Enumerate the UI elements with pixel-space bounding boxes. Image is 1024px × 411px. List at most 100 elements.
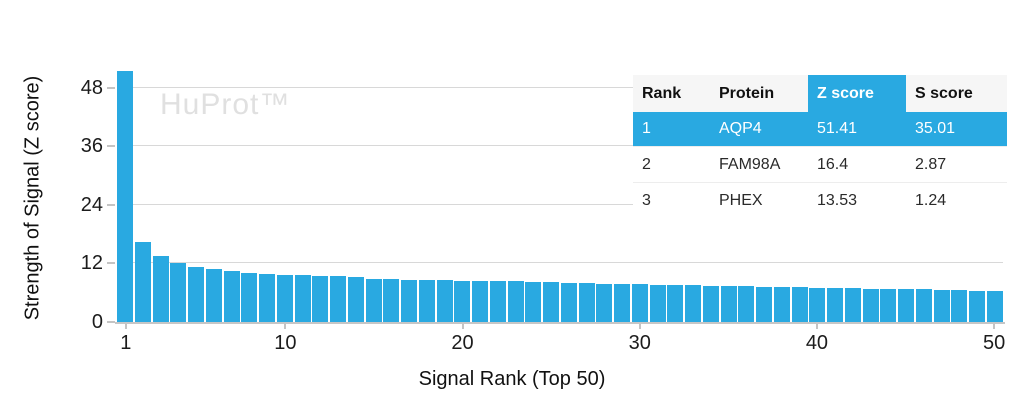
table-header-rank[interactable]: Rank xyxy=(642,85,682,102)
y-tick-mark-12 xyxy=(107,262,115,265)
y-tick-label-24: 24 xyxy=(80,193,103,216)
bar-rank-1 xyxy=(117,70,134,322)
bar-rank-31 xyxy=(649,284,666,322)
bar-rank-29 xyxy=(614,284,631,322)
bar-rank-23 xyxy=(507,281,524,322)
bar-rank-17 xyxy=(401,279,418,322)
y-tick-mark-0 xyxy=(107,321,115,323)
bar-rank-9 xyxy=(259,273,276,322)
bar-rank-16 xyxy=(383,279,400,322)
bar-rank-42 xyxy=(844,288,861,322)
bar-rank-7 xyxy=(223,270,240,322)
bar-rank-43 xyxy=(862,288,879,322)
table-row-rank-2[interactable]: 2 FAM98A 16.4 2.87 xyxy=(633,146,1007,182)
table-header-s-score[interactable]: S score xyxy=(915,85,973,102)
x-tick-label-30: 30 xyxy=(628,332,651,354)
table-header-protein[interactable]: Protein xyxy=(719,85,775,102)
cell-z-score: 51.41 xyxy=(817,120,858,137)
top-proteins-table: Rank Protein Z score S score 1 AQP4 51.41 35.01… xyxy=(633,75,1007,218)
x-axis-title: Signal Rank (Top 50) xyxy=(418,368,606,390)
bar-rank-8 xyxy=(241,272,258,322)
gridline-36 xyxy=(117,145,1003,147)
gridline-24 xyxy=(117,203,1003,205)
cell-s-score: 1.24 xyxy=(915,191,947,209)
bar-rank-5 xyxy=(188,267,205,322)
cell-z-score: 16.4 xyxy=(817,155,849,173)
x-tick-mark-30 xyxy=(638,324,641,329)
bar-rank-24 xyxy=(525,281,542,322)
bar-rank-33 xyxy=(685,285,702,322)
bar-rank-18 xyxy=(418,280,435,322)
bar-rank-45 xyxy=(898,289,915,322)
bar-rank-47 xyxy=(933,289,950,322)
x-tick-label-20: 20 xyxy=(451,332,474,354)
y-tick-mark-24 xyxy=(107,203,115,206)
bar-rank-41 xyxy=(827,288,844,322)
cell-protein: FAM98A xyxy=(719,155,781,173)
bar-rank-22 xyxy=(489,280,506,322)
x-tick-mark-10 xyxy=(284,324,287,329)
bar-rank-39 xyxy=(791,287,808,322)
x-tick-mark-20 xyxy=(461,324,464,329)
x-tick-label-40: 40 xyxy=(805,332,829,354)
x-tick-label-1: 1 xyxy=(120,332,132,354)
x-tick-mark-1 xyxy=(124,324,127,329)
cell-protein: AQP4 xyxy=(719,120,762,137)
bar-rank-40 xyxy=(809,287,826,322)
gridline-48 xyxy=(117,86,1003,88)
x-axis-line xyxy=(115,322,1005,324)
bar-rank-38 xyxy=(773,286,790,322)
bar-rank-32 xyxy=(667,285,684,322)
bar-series xyxy=(117,60,1003,322)
bar-rank-4 xyxy=(170,263,187,322)
bar-rank-30 xyxy=(631,284,648,322)
bar-rank-46 xyxy=(915,289,932,322)
bar-rank-10 xyxy=(276,274,293,322)
bar-rank-11 xyxy=(294,275,311,322)
gridline-12 xyxy=(117,262,1003,264)
cell-s-score: 35.01 xyxy=(915,120,956,137)
bar-rank-12 xyxy=(312,275,329,322)
x-tick-mark-40 xyxy=(815,324,818,329)
bar-rank-14 xyxy=(347,276,364,322)
y-tick-label-0: 0 xyxy=(91,311,103,333)
bar-rank-44 xyxy=(880,288,897,322)
bar-rank-35 xyxy=(720,285,737,322)
bar-rank-36 xyxy=(738,286,755,322)
bar-rank-28 xyxy=(596,283,613,322)
bar-rank-6 xyxy=(205,269,222,322)
bar-rank-25 xyxy=(543,282,560,322)
x-tick-label-50: 50 xyxy=(983,332,1006,354)
cell-protein: PHEX xyxy=(719,191,763,209)
bar-rank-21 xyxy=(472,280,489,322)
bar-rank-48 xyxy=(951,290,968,322)
bar-rank-34 xyxy=(702,285,719,322)
table-row-rank-1[interactable]: 1 AQP4 51.41 35.01 xyxy=(633,112,1007,146)
table-header-row: Rank Protein Z score S score xyxy=(633,75,1007,112)
table-row-rank-3[interactable]: 3 PHEX 13.53 1.24 xyxy=(633,182,1007,218)
y-tick-mark-48 xyxy=(107,86,115,89)
cell-s-score: 2.87 xyxy=(915,155,947,173)
bar-rank-19 xyxy=(436,280,453,322)
bar-rank-26 xyxy=(560,283,577,322)
cell-rank: 2 xyxy=(642,155,651,173)
huprot-watermark: HuProt™ xyxy=(160,88,291,121)
bar-rank-20 xyxy=(454,280,471,322)
bar-rank-50 xyxy=(986,290,1003,322)
x-tick-mark-50 xyxy=(993,324,996,329)
cell-rank: 1 xyxy=(642,120,651,137)
cell-z-score: 13.53 xyxy=(817,191,858,209)
bar-rank-2 xyxy=(134,241,151,322)
y-tick-mark-36 xyxy=(107,145,115,148)
bar-rank-3 xyxy=(152,255,169,322)
x-tick-label-10: 10 xyxy=(274,332,297,354)
y-tick-label-36: 36 xyxy=(80,135,103,158)
cell-rank: 3 xyxy=(642,191,651,209)
table-header-z-score[interactable]: Z score xyxy=(808,75,906,112)
y-tick-label-12: 12 xyxy=(80,252,103,275)
bar-rank-13 xyxy=(330,275,347,322)
bar-rank-37 xyxy=(756,286,773,322)
y-tick-label-48: 48 xyxy=(80,76,103,99)
bar-rank-15 xyxy=(365,278,382,322)
